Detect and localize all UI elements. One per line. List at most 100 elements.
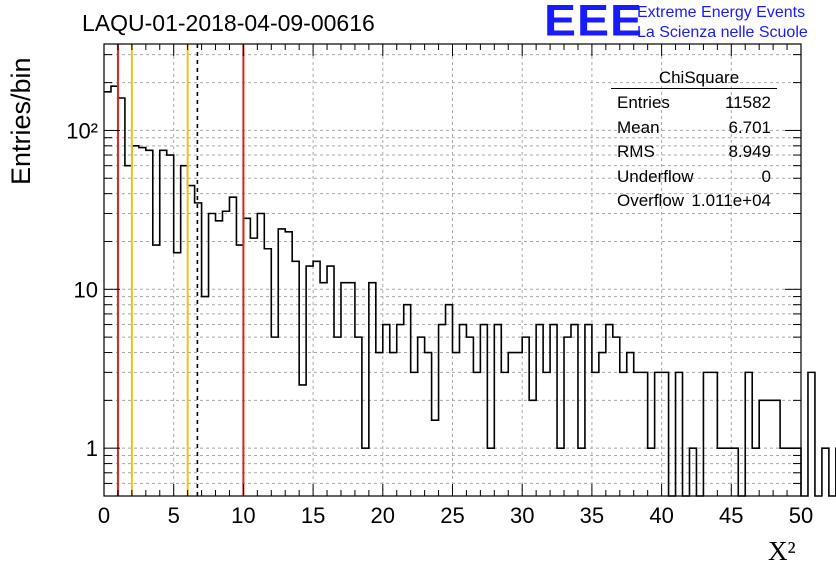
histogram-bar [383, 325, 390, 496]
histogram-bar [466, 337, 473, 496]
y-tick-label: 1 [86, 436, 98, 461]
histogram-bar [376, 353, 383, 496]
histogram-bar [425, 353, 432, 496]
y-tick-label: 10² [66, 118, 98, 143]
x-tick-label: 45 [719, 503, 743, 528]
histogram-bar [390, 353, 397, 496]
histogram-bar [634, 372, 641, 496]
histogram-bar [655, 372, 662, 496]
histogram-bar [703, 372, 710, 496]
histogram-bar [808, 372, 815, 496]
histogram-bar [515, 353, 522, 496]
histogram-bar [236, 245, 243, 496]
histogram-bar [146, 150, 153, 496]
histogram-bar [285, 232, 292, 496]
histogram-bar [620, 372, 627, 496]
histogram-bar [432, 420, 439, 496]
eee-logo: EEE [544, 0, 644, 46]
x-tick-label: 35 [580, 503, 604, 528]
histogram-bar [508, 353, 515, 496]
y-axis-label: Entries/bin [6, 57, 36, 185]
histogram-bar [613, 337, 620, 496]
stats-title: ChiSquare [658, 68, 740, 87]
stats-rule [611, 88, 777, 89]
logo-line-2: La Scienza nelle Scuole [637, 24, 808, 41]
histogram-bar [355, 337, 362, 496]
histogram-bar [222, 211, 229, 496]
histogram-bar [536, 325, 543, 496]
histogram-bar [209, 214, 216, 496]
histogram-bar [606, 325, 613, 496]
histogram-bar [132, 146, 139, 496]
histogram-bar [592, 372, 599, 496]
x-tick-label: 50 [789, 503, 813, 528]
histogram-bar [641, 372, 648, 496]
y-tick-label: 10 [74, 277, 98, 302]
histogram-bar [125, 166, 132, 496]
histogram-bar [306, 266, 313, 496]
histogram-bar [257, 214, 264, 496]
histogram-bar [745, 372, 752, 496]
histogram-bar [501, 372, 508, 496]
stats-box: ChiSquare Entries 11582 Mean 6.701 RMS 8.94… [611, 66, 777, 214]
histogram-bar [243, 218, 250, 496]
x-tick-label: 25 [440, 503, 464, 528]
stats-row-underflow: Underflow 0 [617, 166, 771, 186]
histogram-bar [397, 325, 404, 496]
tick-labels: 0 5 10 15 20 25 30 35 40 45 50 1 10 10² [66, 118, 813, 528]
x-axis-label: X² [768, 536, 796, 566]
x-tick-label: 20 [371, 503, 395, 528]
histogram-bar [250, 238, 257, 496]
histogram-bar [327, 266, 334, 496]
logo-text: Extreme Energy Events La Scienza nelle S… [637, 3, 808, 43]
histogram-bar [822, 448, 829, 496]
histogram-bar [571, 325, 578, 496]
histogram-bar [710, 372, 717, 496]
histogram-bar [153, 245, 160, 496]
histogram-bar [494, 325, 501, 496]
histogram-bar [160, 150, 167, 496]
histogram-bar [216, 221, 223, 496]
histogram-bar [599, 353, 606, 496]
x-tick-label: 5 [168, 503, 180, 528]
histogram-bar [522, 337, 529, 496]
x-tick-label: 10 [231, 503, 255, 528]
histogram-bar [188, 186, 195, 496]
x-tick-label: 15 [301, 503, 325, 528]
vertical-marker-lines [116, 44, 245, 496]
histogram-bar [111, 86, 118, 496]
histogram-bar [543, 372, 550, 496]
x-tick-label: 30 [510, 503, 534, 528]
plot-title: LAQU-01-2018-04-09-00616 [82, 10, 375, 36]
histogram-bar [439, 325, 446, 496]
histogram-bar [550, 325, 557, 496]
histogram-bar [334, 337, 341, 496]
stats-row-mean: Mean 6.701 [617, 117, 771, 137]
histogram-bar [411, 372, 418, 496]
histogram-bar [662, 372, 669, 496]
histogram-bar [167, 155, 174, 496]
stats-row-overflow: Overflow 1.011e+04 [617, 191, 771, 210]
logo-line-1: Extreme Energy Events [637, 4, 806, 21]
x-tick-label: 0 [98, 503, 110, 528]
histogram-bar [473, 372, 480, 496]
histogram-bar [585, 325, 592, 496]
histogram-bar [229, 197, 236, 496]
histogram-bar [271, 337, 278, 496]
histogram-bar [181, 166, 188, 496]
x-tick-label: 40 [649, 503, 673, 528]
histogram-bar [459, 325, 466, 496]
histogram-bar [564, 337, 571, 496]
histogram-bar [480, 325, 487, 496]
histogram-outline [104, 85, 836, 497]
histogram-bar [453, 353, 460, 496]
histogram-bar [104, 92, 111, 496]
histogram-bar [676, 372, 683, 496]
histogram-bars [104, 85, 836, 497]
histogram-bar [202, 297, 209, 496]
histogram-bar [627, 353, 634, 496]
stats-row-entries: Entries 11582 [617, 93, 771, 112]
histogram-bar [139, 148, 146, 496]
histogram-bar [299, 385, 306, 496]
